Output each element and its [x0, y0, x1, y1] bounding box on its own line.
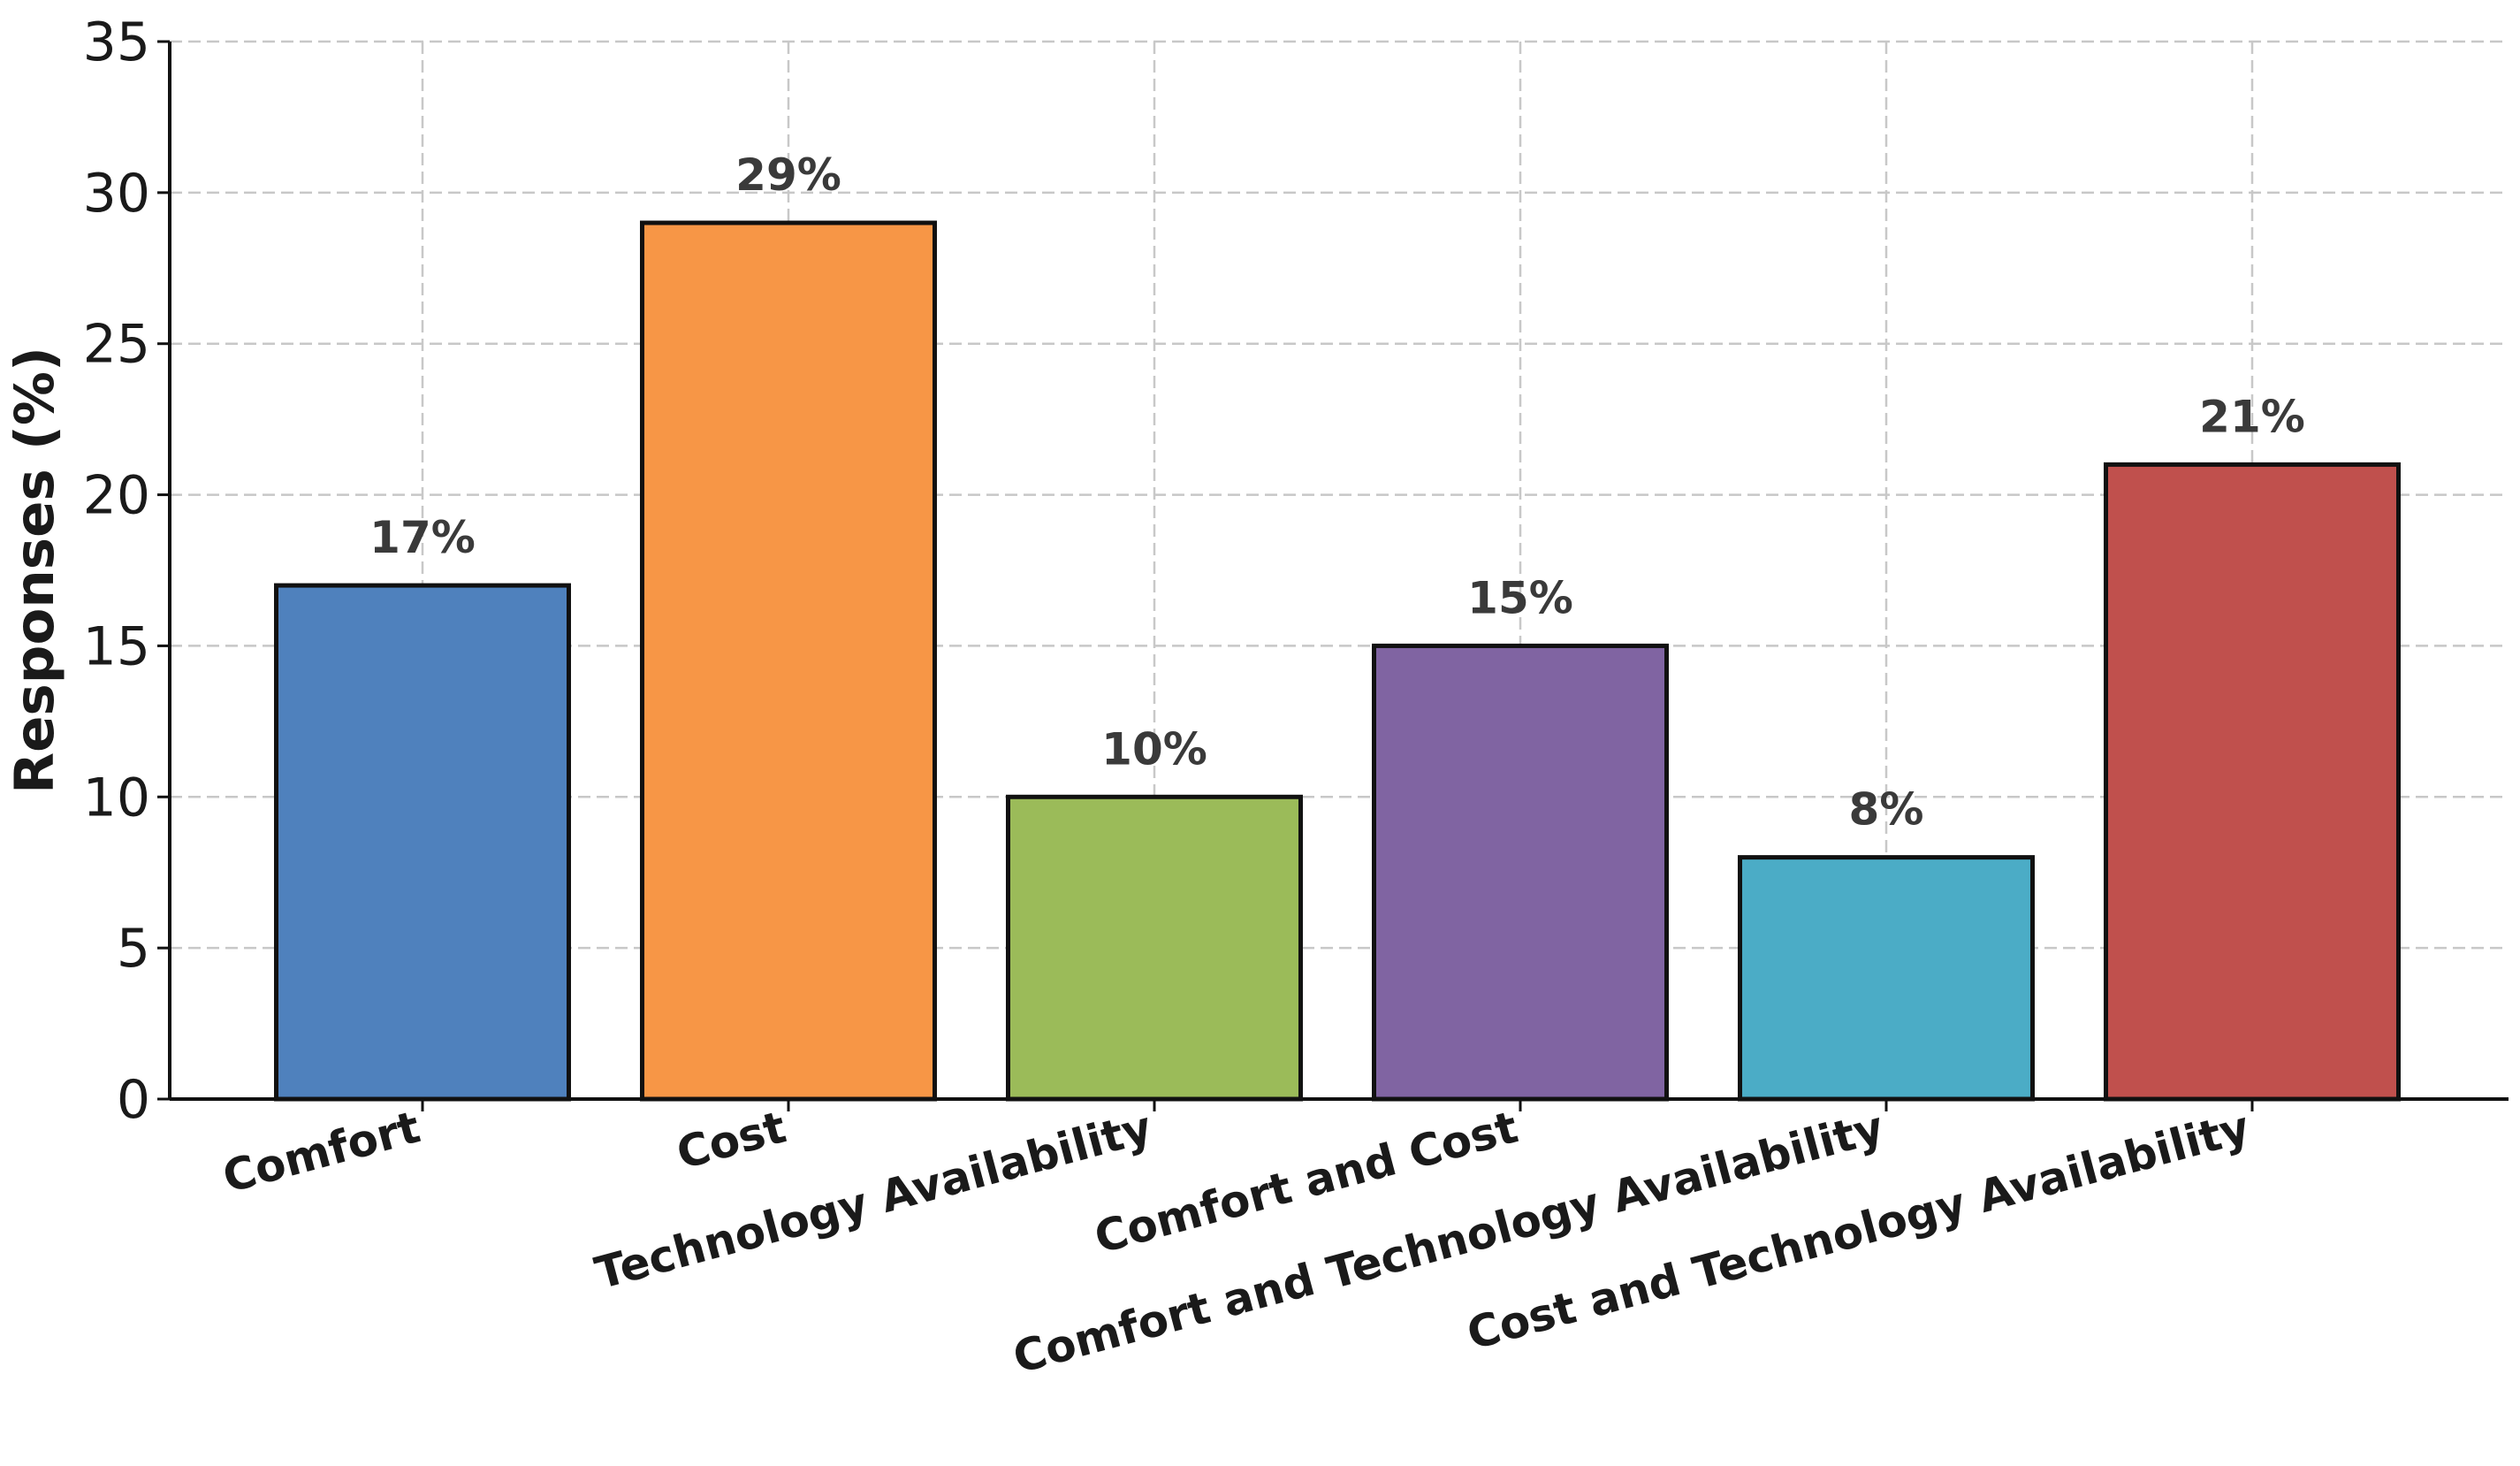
bar-comfort-and-cost	[1372, 643, 1669, 1102]
y-tick-label: 20	[83, 465, 150, 527]
y-ticks: 0 5 10 15 20 25 30 35	[83, 11, 170, 1131]
data-label: 21%	[2199, 391, 2305, 442]
bar-cost	[640, 220, 937, 1102]
data-labels: 17% 29% 10% 15% 8% 21%	[369, 149, 2305, 836]
y-tick-label: 10	[83, 767, 150, 828]
y-tick-label: 15	[83, 615, 150, 677]
bar-technology-availability	[1006, 794, 1303, 1102]
y-tick-label: 30	[83, 163, 150, 225]
bars	[274, 220, 2401, 1102]
data-label: 29%	[735, 149, 841, 201]
data-label: 17%	[369, 512, 476, 563]
x-tick-label: Cost	[672, 1102, 791, 1180]
x-tick-label: Comfort	[217, 1102, 425, 1203]
y-tick-label: 25	[83, 314, 150, 376]
bar-comfort-and-technology-availability	[1738, 855, 2035, 1102]
data-label: 15%	[1467, 572, 1573, 623]
y-tick-label: 0	[117, 1069, 150, 1131]
y-tick-label: 35	[83, 11, 150, 73]
axes	[168, 42, 2509, 1101]
bar-cost-and-technology-availability	[2104, 462, 2401, 1102]
y-axis-title: Responses (%)	[4, 347, 66, 794]
bar-comfort	[274, 583, 571, 1102]
y-tick-label: 5	[117, 918, 150, 980]
data-label: 10%	[1101, 723, 1207, 775]
data-label: 8%	[1849, 784, 1924, 836]
